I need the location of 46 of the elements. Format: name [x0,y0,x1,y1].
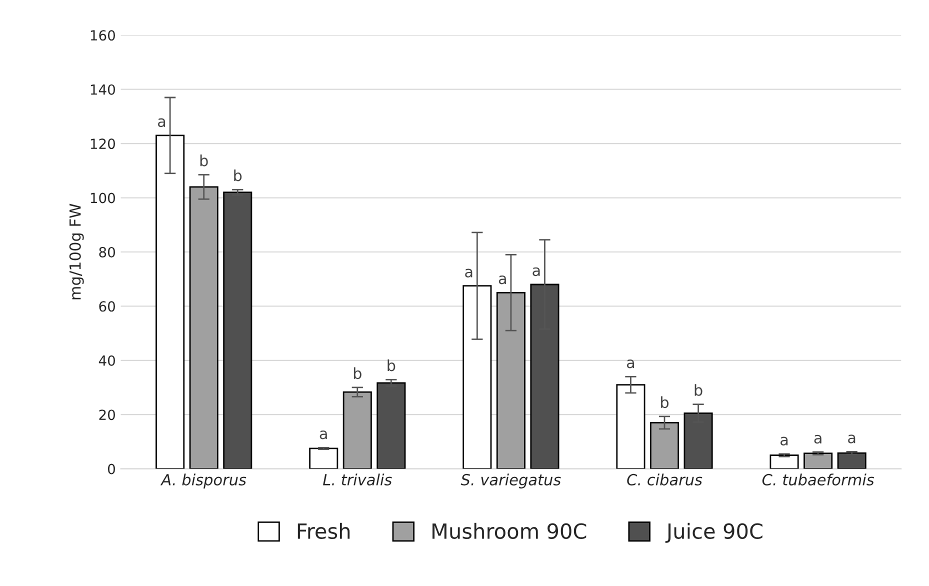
y-tick-label: 40 [98,355,115,366]
bar [342,391,372,469]
y-tick-label: 0 [108,464,115,474]
data-label: a [498,275,506,284]
bar [804,452,833,469]
y-axis-title: mg/100g FW [69,204,84,300]
data-label: a [780,436,788,446]
x-tick-label: A. bisporus [160,474,246,488]
x-tick-label: C. tubaeformis [762,474,874,486]
bar [462,285,492,469]
legend-label: Juice 90C [665,522,762,543]
y-tick-label: 140 [90,84,115,95]
y-tick-label: 100 [90,192,115,204]
y-tick-label: 160 [90,30,115,41]
y-tick-label: 60 [99,301,115,312]
data-label: a [320,430,327,440]
x-tick-label: C. cibarus [627,474,702,486]
y-tick-label: 80 [99,246,115,258]
data-label: a [532,267,540,276]
data-label: b [388,359,396,372]
data-label: a [465,268,472,278]
data-label: a [814,434,822,444]
bar [616,384,646,469]
x-tick-label: L. trivalis [323,474,392,486]
data-label: b [234,169,242,182]
data-label: b [200,154,208,166]
data-label: b [694,384,702,396]
data-label: a [848,434,856,444]
x-tick-label: S. variegatus [460,474,561,488]
bar [496,292,526,469]
data-label: a [158,118,166,128]
bar [156,134,185,469]
bar [309,448,338,469]
legend-label: Fresh [298,522,350,539]
y-tick-label: 20 [99,410,115,420]
bar [376,382,406,469]
data-label: b [354,367,362,380]
legend-label: Mushroom 90C [432,522,586,539]
bar [770,454,799,469]
data-label: a [626,360,634,368]
y-tick-label: 120 [90,138,115,150]
bar [189,186,218,469]
bar [223,192,252,469]
bar [837,452,866,469]
data-label: b [661,396,669,408]
bar [650,422,680,469]
